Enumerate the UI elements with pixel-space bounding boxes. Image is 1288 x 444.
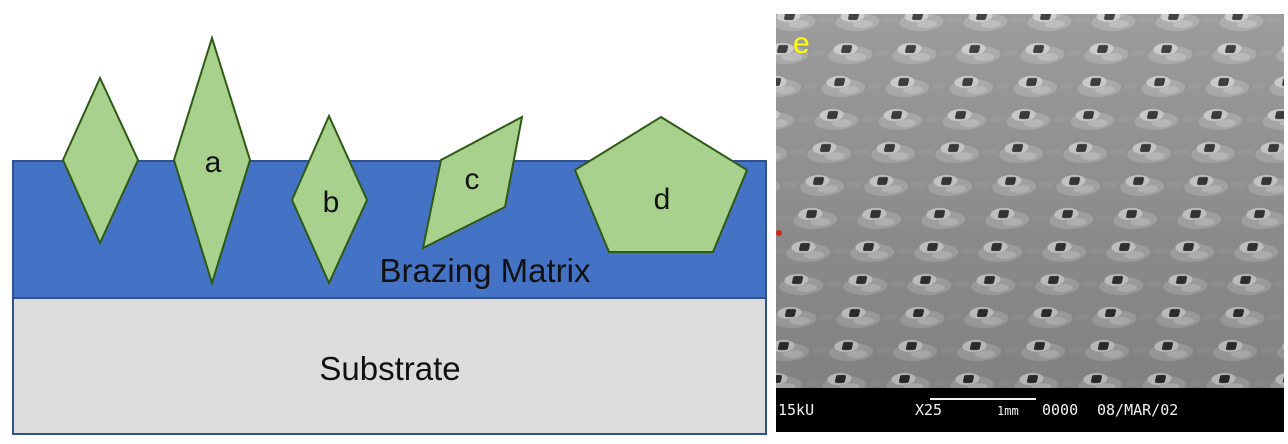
grain-b-label: b [323, 186, 340, 219]
grain-d [573, 115, 749, 253]
brazing-matrix-label: Brazing Matrix [380, 252, 591, 289]
grain-a-label: a [205, 146, 222, 179]
substrate-layer [12, 297, 767, 435]
sem-image-number: 0000 [1042, 401, 1078, 419]
grain-b [290, 113, 369, 286]
sem-micrograph: e 15kU X25 1mm 0000 08/MAR/02 [776, 14, 1284, 432]
grain-c-label: c [465, 163, 480, 196]
sem-voltage: 15kU [778, 401, 814, 419]
grain-d-label: d [654, 183, 671, 216]
sem-date: 08/MAR/02 [1097, 401, 1178, 419]
sem-scale-label: 1mm [997, 404, 1019, 418]
grain-unlabeled [61, 75, 140, 246]
grain-c [421, 115, 524, 250]
substrate-label: Substrate [319, 350, 460, 387]
sem-magnification: X25 [915, 401, 942, 419]
sem-databar [776, 388, 1284, 432]
brazing-schematic: Brazing Matrix Substrate a b c d [12, 34, 767, 435]
grain-a [172, 34, 252, 287]
panel-label-e: e [793, 27, 810, 60]
